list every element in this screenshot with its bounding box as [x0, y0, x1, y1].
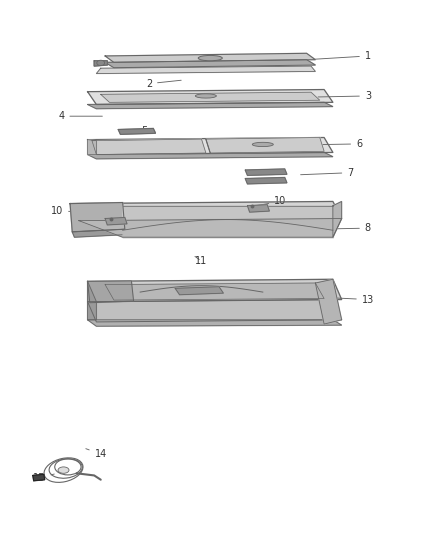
- Text: 15: 15: [33, 473, 54, 483]
- Polygon shape: [96, 66, 315, 74]
- Text: 13: 13: [327, 295, 374, 304]
- Polygon shape: [92, 139, 206, 155]
- Text: 11: 11: [195, 256, 208, 266]
- Polygon shape: [88, 281, 134, 303]
- Text: 10: 10: [51, 206, 94, 215]
- Polygon shape: [88, 281, 96, 320]
- Polygon shape: [333, 201, 342, 237]
- Text: 4: 4: [58, 111, 102, 121]
- Ellipse shape: [198, 55, 222, 61]
- Text: 2: 2: [146, 79, 181, 88]
- Text: 14: 14: [86, 449, 107, 459]
- Polygon shape: [72, 229, 127, 237]
- Polygon shape: [88, 300, 342, 322]
- Polygon shape: [88, 102, 333, 109]
- Polygon shape: [105, 283, 324, 300]
- Polygon shape: [123, 206, 333, 232]
- Polygon shape: [105, 60, 315, 68]
- Polygon shape: [94, 61, 107, 66]
- Text: 10: 10: [252, 197, 286, 206]
- Polygon shape: [118, 128, 155, 134]
- Polygon shape: [245, 169, 287, 175]
- Ellipse shape: [97, 60, 105, 66]
- Text: 5: 5: [141, 126, 155, 136]
- Text: 9: 9: [71, 223, 111, 232]
- Polygon shape: [175, 287, 223, 295]
- Ellipse shape: [58, 467, 69, 473]
- Text: 9: 9: [257, 211, 288, 220]
- Polygon shape: [105, 217, 127, 225]
- Ellipse shape: [195, 94, 216, 98]
- Polygon shape: [88, 320, 342, 326]
- Text: 3: 3: [318, 91, 371, 101]
- Polygon shape: [70, 203, 125, 232]
- Polygon shape: [88, 90, 333, 104]
- Text: 7: 7: [300, 168, 353, 177]
- Polygon shape: [105, 53, 315, 62]
- Polygon shape: [245, 177, 287, 184]
- Polygon shape: [88, 140, 96, 155]
- Text: 6: 6: [300, 139, 362, 149]
- Text: 8: 8: [318, 223, 371, 233]
- Polygon shape: [88, 152, 333, 159]
- Polygon shape: [247, 205, 269, 212]
- Polygon shape: [206, 138, 324, 153]
- Polygon shape: [88, 138, 333, 155]
- Polygon shape: [70, 201, 342, 221]
- Polygon shape: [88, 279, 342, 302]
- Polygon shape: [101, 92, 320, 102]
- Polygon shape: [315, 279, 342, 324]
- Text: 12: 12: [160, 290, 181, 301]
- Ellipse shape: [252, 142, 273, 147]
- Polygon shape: [79, 219, 342, 237]
- Polygon shape: [33, 474, 45, 481]
- Text: 1: 1: [309, 51, 371, 61]
